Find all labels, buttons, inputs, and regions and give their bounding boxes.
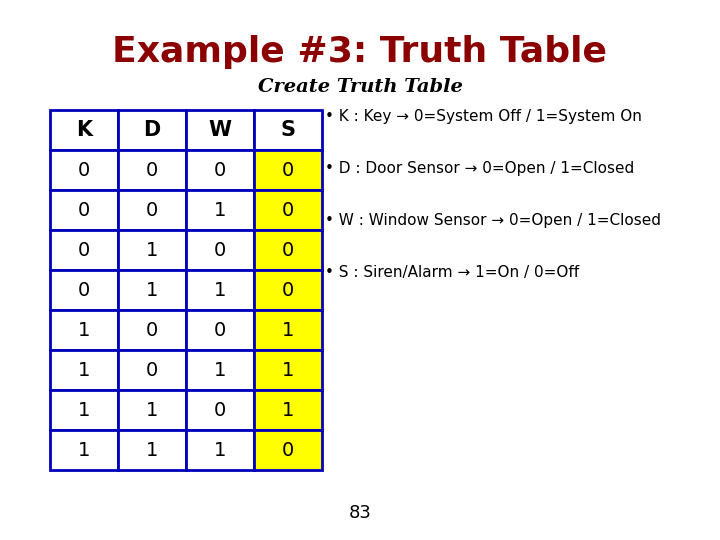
Bar: [254, 310, 322, 350]
Text: • S : Siren/Alarm → 1=On / 0=Off: • S : Siren/Alarm → 1=On / 0=Off: [325, 266, 579, 280]
Text: 1: 1: [214, 441, 226, 460]
Text: 0: 0: [146, 361, 158, 380]
Bar: [50, 150, 118, 190]
Text: 0: 0: [78, 240, 90, 260]
Bar: [186, 190, 254, 230]
Bar: [50, 230, 118, 270]
Text: 1: 1: [146, 240, 158, 260]
Text: 1: 1: [146, 441, 158, 460]
Bar: [118, 350, 186, 390]
Text: W: W: [209, 120, 232, 140]
Bar: [254, 190, 322, 230]
Text: 0: 0: [146, 321, 158, 340]
Bar: [186, 270, 254, 310]
Bar: [118, 230, 186, 270]
Bar: [50, 430, 118, 470]
Text: D: D: [143, 120, 161, 140]
Bar: [254, 390, 322, 430]
Bar: [186, 310, 254, 350]
Text: 1: 1: [78, 361, 90, 380]
Text: K: K: [76, 120, 92, 140]
Bar: [186, 390, 254, 430]
Text: 0: 0: [146, 200, 158, 219]
Bar: [118, 430, 186, 470]
Text: S: S: [281, 120, 295, 140]
Bar: [186, 350, 254, 390]
Text: • D : Door Sensor → 0=Open / 1=Closed: • D : Door Sensor → 0=Open / 1=Closed: [325, 161, 634, 177]
Text: 1: 1: [78, 401, 90, 420]
Bar: [50, 190, 118, 230]
Text: 1: 1: [214, 280, 226, 300]
Text: • K : Key → 0=System Off / 1=System On: • K : Key → 0=System Off / 1=System On: [325, 110, 642, 125]
Bar: [118, 310, 186, 350]
Bar: [50, 350, 118, 390]
Bar: [254, 150, 322, 190]
Text: 0: 0: [282, 240, 294, 260]
Bar: [254, 270, 322, 310]
Text: 0: 0: [282, 160, 294, 179]
Text: 1: 1: [282, 361, 294, 380]
Text: Create Truth Table: Create Truth Table: [258, 78, 462, 96]
Text: 1: 1: [146, 280, 158, 300]
Bar: [50, 310, 118, 350]
Bar: [118, 150, 186, 190]
Text: Example #3: Truth Table: Example #3: Truth Table: [112, 35, 608, 69]
Bar: [50, 110, 118, 150]
Text: 1: 1: [78, 441, 90, 460]
Text: 1: 1: [282, 401, 294, 420]
Text: 0: 0: [78, 280, 90, 300]
Bar: [118, 270, 186, 310]
Bar: [254, 110, 322, 150]
Text: 1: 1: [214, 361, 226, 380]
Bar: [50, 270, 118, 310]
Text: 0: 0: [282, 200, 294, 219]
Text: 83: 83: [348, 504, 372, 522]
Text: 0: 0: [214, 321, 226, 340]
Text: 0: 0: [214, 240, 226, 260]
Text: 0: 0: [214, 160, 226, 179]
Text: 0: 0: [78, 200, 90, 219]
Text: • W : Window Sensor → 0=Open / 1=Closed: • W : Window Sensor → 0=Open / 1=Closed: [325, 213, 661, 228]
Bar: [186, 430, 254, 470]
Text: 1: 1: [146, 401, 158, 420]
Text: 1: 1: [282, 321, 294, 340]
Text: 1: 1: [78, 321, 90, 340]
Text: 0: 0: [282, 441, 294, 460]
Bar: [118, 390, 186, 430]
Bar: [118, 110, 186, 150]
Bar: [254, 430, 322, 470]
Bar: [186, 230, 254, 270]
Bar: [254, 350, 322, 390]
Bar: [254, 230, 322, 270]
Text: 0: 0: [78, 160, 90, 179]
Bar: [118, 190, 186, 230]
Bar: [50, 390, 118, 430]
Bar: [186, 110, 254, 150]
Text: 0: 0: [146, 160, 158, 179]
Text: 1: 1: [214, 200, 226, 219]
Bar: [186, 150, 254, 190]
Text: 0: 0: [214, 401, 226, 420]
Text: 0: 0: [282, 280, 294, 300]
